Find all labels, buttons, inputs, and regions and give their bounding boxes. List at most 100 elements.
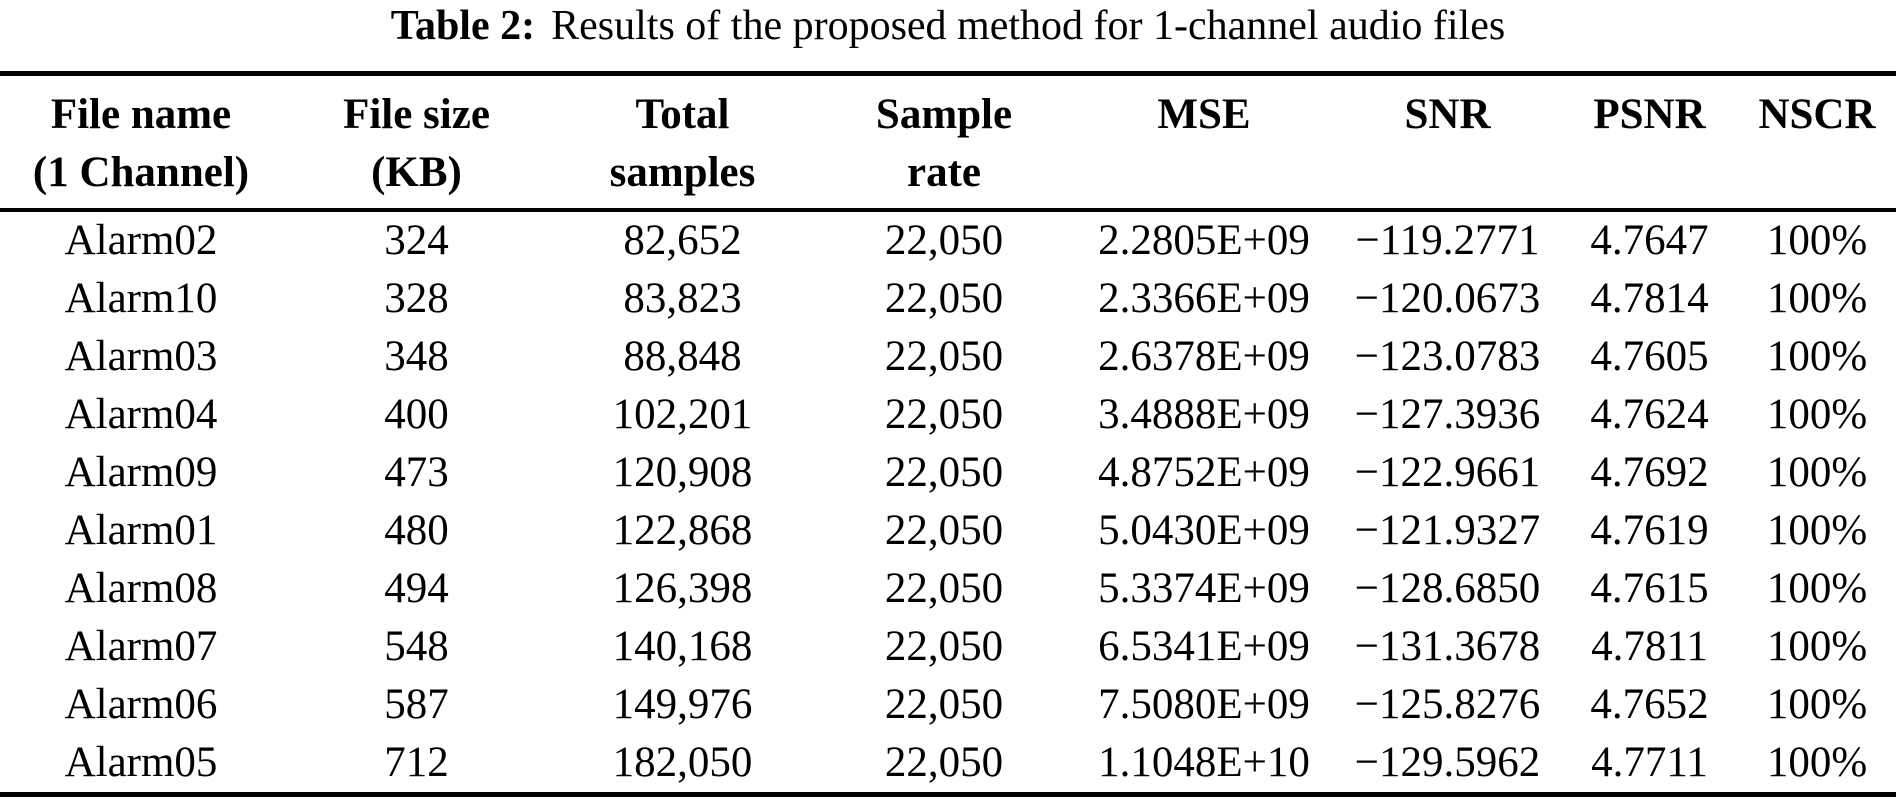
cell-mse: 7.5080E+09 [1098,681,1310,728]
cell-psnr: 4.7811 [1591,623,1708,670]
cell-mse: 4.8752E+09 [1098,449,1310,496]
col-header-psnr: PSNR [1561,73,1738,212]
cell-sample-rate: 22,050 [884,391,1004,438]
cell-file-size: 712 [384,739,449,786]
cell-sample-rate: 22,050 [884,623,1004,670]
results-table-head: File name (1 Channel) File size (KB) Tot… [0,73,1896,212]
col-header-line: Total [635,91,730,138]
col-header-line: PSNR [1593,91,1706,138]
table-row: Alarm01 480 122,868 22,050 5.0430E+09 −121.93… [0,502,1896,560]
cell-total-samples: 88,848 [623,333,742,380]
table-row: Alarm08 494 126,398 22,050 5.3374E+09 −128.68… [0,560,1896,618]
table-caption: Table 2: Results of the proposed method f… [0,0,1896,52]
cell-file-name: Alarm09 [64,449,218,496]
cell-total-samples: 120,908 [612,449,753,496]
cell-mse: 5.0430E+09 [1098,507,1310,554]
cell-file-size: 480 [384,507,449,554]
cell-snr: −120.0673 [1354,275,1541,322]
cell-psnr: 4.7647 [1590,217,1709,264]
cell-nscr: 100% [1766,507,1868,554]
cell-file-size: 400 [384,391,449,438]
col-header-line: MSE [1157,91,1251,138]
cell-file-size: 494 [384,565,449,612]
results-table-body: Alarm02 324 82,652 22,050 2.2805E+09 −119.277… [0,210,1896,795]
col-header-line: SNR [1404,91,1491,138]
col-header-snr: SNR [1334,73,1561,212]
cell-sample-rate: 22,050 [884,275,1004,322]
col-header-line [1074,144,1334,202]
col-header-line: samples [609,149,756,196]
cell-total-samples: 83,823 [623,275,742,322]
header-row: File name (1 Channel) File size (KB) Tot… [0,73,1896,212]
cell-psnr: 4.7814 [1590,275,1709,322]
cell-file-size: 328 [384,275,449,322]
cell-sample-rate: 22,050 [884,681,1004,728]
cell-total-samples: 140,168 [612,623,753,670]
col-header-line: (1 Channel) [32,149,250,196]
table-caption-text: Results of the proposed method for 1-cha… [551,3,1506,49]
cell-mse: 2.2805E+09 [1098,217,1310,264]
col-header-line: File name [50,91,232,138]
table-row: Alarm03 348 88,848 22,050 2.6378E+09 −123.078… [0,328,1896,386]
cell-psnr: 4.7605 [1590,333,1709,380]
cell-sample-rate: 22,050 [884,333,1004,380]
cell-file-name: Alarm03 [64,333,218,380]
cell-psnr: 4.7624 [1590,391,1709,438]
cell-total-samples: 82,652 [623,217,742,264]
table-row: Alarm10 328 83,823 22,050 2.3366E+09 −120.067… [0,270,1896,328]
cell-total-samples: 182,050 [612,739,753,786]
table-row: Alarm07 548 140,168 22,050 6.5341E+09 −131.36… [0,618,1896,676]
cell-psnr: 4.7711 [1591,739,1708,786]
cell-snr: −123.0783 [1354,333,1541,380]
cell-mse: 2.6378E+09 [1098,333,1310,380]
col-header-line: rate [907,149,981,196]
cell-snr: −131.3678 [1354,623,1541,670]
table-row: Alarm02 324 82,652 22,050 2.2805E+09 −119.277… [0,210,1896,270]
col-header-sample-rate: Sample rate [814,73,1074,212]
cell-mse: 6.5341E+09 [1098,623,1310,670]
cell-file-size: 587 [384,681,449,728]
cell-file-name: Alarm10 [64,275,218,322]
cell-psnr: 4.7652 [1590,681,1709,728]
col-header-line: (KB) [371,149,462,196]
cell-file-name: Alarm05 [64,739,218,786]
cell-file-name: Alarm04 [64,391,218,438]
cell-snr: −127.3936 [1354,391,1541,438]
cell-nscr: 100% [1766,275,1868,322]
cell-file-size: 324 [384,217,449,264]
cell-sample-rate: 22,050 [884,449,1004,496]
cell-mse: 3.4888E+09 [1098,391,1310,438]
col-header-line [1738,144,1896,202]
cell-file-size: 348 [384,333,449,380]
col-header-line: File size [343,91,490,138]
table-row: Alarm04 400 102,201 22,050 3.4888E+09 −127.39… [0,386,1896,444]
col-header-line [1334,144,1561,202]
table-row: Alarm09 473 120,908 22,050 4.8752E+09 −122.96… [0,444,1896,502]
col-header-file-name: File name (1 Channel) [0,73,282,212]
cell-file-name: Alarm08 [64,565,218,612]
cell-snr: −129.5962 [1354,739,1541,786]
cell-nscr: 100% [1766,391,1868,438]
cell-nscr: 100% [1766,565,1868,612]
cell-file-name: Alarm01 [64,507,218,554]
cell-total-samples: 149,976 [612,681,753,728]
cell-snr: −128.6850 [1354,565,1541,612]
cell-total-samples: 102,201 [612,391,753,438]
col-header-file-size: File size (KB) [282,73,551,212]
cell-psnr: 4.7615 [1590,565,1709,612]
cell-psnr: 4.7692 [1590,449,1709,496]
cell-nscr: 100% [1766,449,1868,496]
cell-sample-rate: 22,050 [884,739,1004,786]
table-row: Alarm06 587 149,976 22,050 7.5080E+09 −125.82… [0,676,1896,734]
col-header-line: NSCR [1758,91,1876,138]
cell-total-samples: 126,398 [612,565,753,612]
cell-mse: 2.3366E+09 [1098,275,1310,322]
cell-snr: −119.2771 [1355,217,1540,264]
cell-file-size: 548 [384,623,449,670]
cell-snr: −121.9327 [1354,507,1541,554]
cell-file-name: Alarm02 [64,217,218,264]
cell-sample-rate: 22,050 [884,217,1004,264]
col-header-total-samples: Total samples [551,73,814,212]
cell-total-samples: 122,868 [612,507,753,554]
cell-sample-rate: 22,050 [884,507,1004,554]
